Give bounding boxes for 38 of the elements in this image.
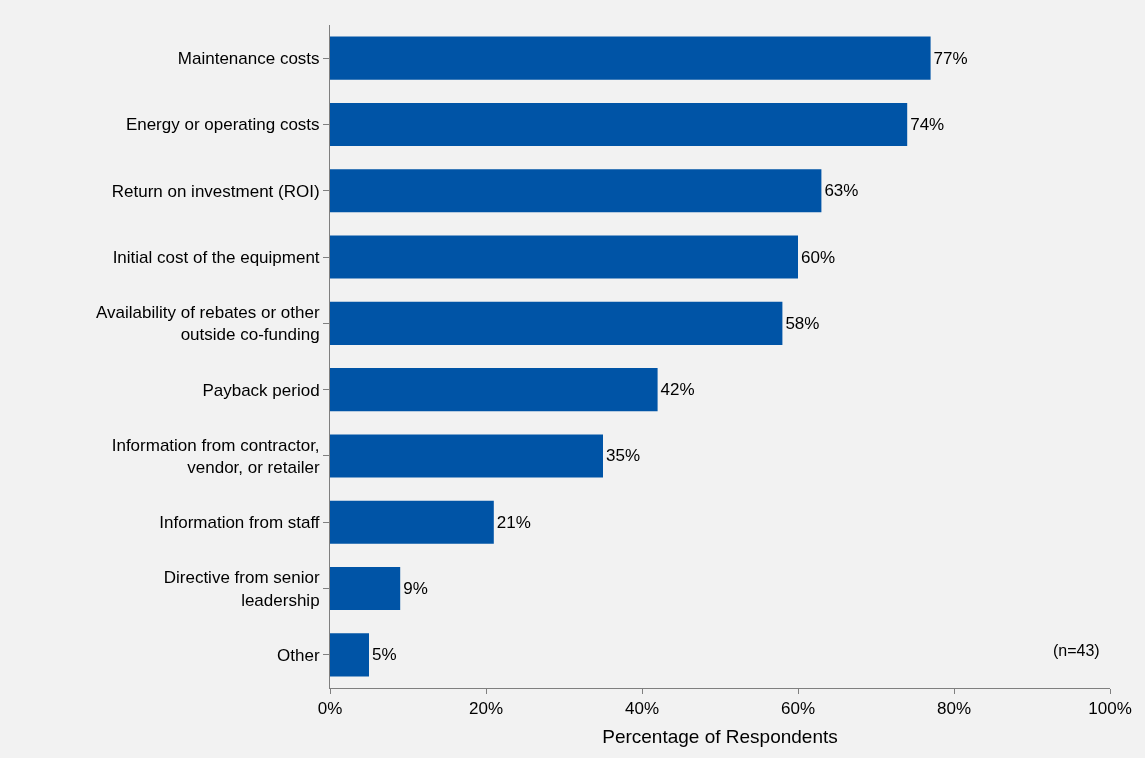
y-tick-label: Directive from senior leadership [163, 568, 320, 610]
bar [330, 567, 401, 611]
x-tick-label: 80% [936, 699, 972, 719]
bar [330, 102, 908, 146]
data-label: 35% [606, 446, 641, 466]
data-label: 21% [496, 512, 531, 532]
y-tick-label: Information from contractor, vendor, or retailer [111, 435, 320, 477]
x-tick-label: 20% [468, 699, 504, 719]
x-axis-title: Percentage of Respondents [602, 726, 838, 748]
bar [330, 169, 822, 213]
y-tick-label: Payback period [202, 380, 320, 400]
x-tick-label: 40% [624, 699, 660, 719]
data-label: 74% [910, 114, 945, 134]
x-tick-label: 0% [317, 699, 343, 719]
data-label: 58% [785, 313, 820, 333]
data-label: 42% [660, 380, 695, 400]
bar [330, 500, 494, 544]
y-tick-label: Maintenance costs [177, 49, 320, 69]
data-label: 9% [403, 579, 428, 599]
x-tick-label: 60% [780, 699, 816, 719]
y-tick-label: Initial cost of the equipment [112, 248, 320, 267]
data-label: 5% [372, 645, 397, 665]
data-label: 77% [933, 48, 968, 68]
annotation: (n=43) [1053, 642, 1100, 659]
bar [330, 301, 783, 345]
x-tick-label: 100% [1088, 699, 1132, 719]
data-label: 63% [824, 181, 859, 201]
data-label: 60% [801, 247, 836, 267]
y-tick-label: Return on investment (ROI) [111, 181, 320, 201]
bar [330, 36, 931, 80]
y-tick-label: Other [277, 645, 320, 665]
bar [330, 633, 369, 677]
bar [330, 235, 798, 279]
bar [330, 434, 603, 478]
y-tick-label: Energy or operating costs [125, 115, 320, 135]
bar [330, 368, 658, 412]
y-tick-label: Availability of rebates or other outside co-funding [95, 303, 320, 345]
y-tick-label: Information from staff [159, 513, 320, 533]
